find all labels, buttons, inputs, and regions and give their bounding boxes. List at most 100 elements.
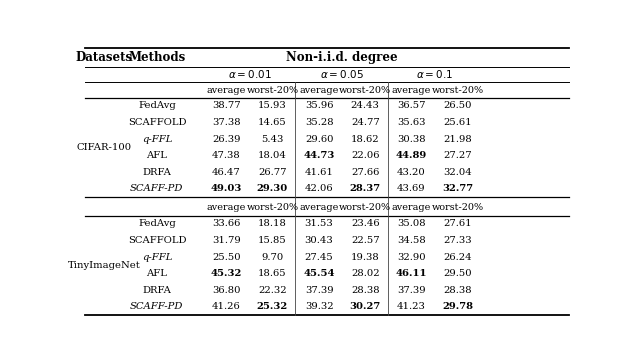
Text: 46.11: 46.11 [396, 269, 427, 278]
Text: 9.70: 9.70 [261, 253, 284, 262]
Text: Datasets: Datasets [76, 51, 132, 64]
Text: 25.61: 25.61 [444, 118, 472, 127]
Text: 44.73: 44.73 [303, 151, 335, 160]
Text: 23.46: 23.46 [351, 220, 380, 228]
Text: 22.32: 22.32 [258, 286, 287, 295]
Text: AFL: AFL [147, 269, 167, 278]
Text: 33.66: 33.66 [212, 220, 241, 228]
Text: worst-20%: worst-20% [432, 86, 484, 94]
Text: average: average [392, 203, 431, 212]
Text: CIFAR-100: CIFAR-100 [76, 143, 131, 152]
Text: FedAvg: FedAvg [138, 220, 176, 228]
Text: 24.43: 24.43 [351, 102, 380, 110]
Text: 32.04: 32.04 [444, 168, 472, 177]
Text: 41.26: 41.26 [212, 302, 241, 311]
Text: Non-i.i.d. degree: Non-i.i.d. degree [286, 51, 398, 64]
Text: 39.32: 39.32 [305, 302, 333, 311]
Text: 21.98: 21.98 [444, 135, 472, 144]
Text: $\alpha = 0.01$: $\alpha = 0.01$ [227, 68, 271, 80]
Text: 32.90: 32.90 [397, 253, 426, 262]
Text: worst-20%: worst-20% [246, 86, 298, 94]
Text: DRFA: DRFA [143, 286, 172, 295]
Text: 43.20: 43.20 [397, 168, 426, 177]
Text: $\alpha = 0.05$: $\alpha = 0.05$ [320, 68, 364, 80]
Text: 22.06: 22.06 [351, 151, 380, 160]
Text: 44.89: 44.89 [396, 151, 427, 160]
Text: 25.50: 25.50 [212, 253, 241, 262]
Text: 29.78: 29.78 [442, 302, 474, 311]
Text: 24.77: 24.77 [351, 118, 380, 127]
Text: average: average [300, 203, 339, 212]
Text: 18.18: 18.18 [258, 220, 287, 228]
Text: DRFA: DRFA [143, 168, 172, 177]
Text: 35.96: 35.96 [305, 102, 333, 110]
Text: worst-20%: worst-20% [246, 203, 298, 212]
Text: 49.03: 49.03 [211, 184, 242, 194]
Text: 19.38: 19.38 [351, 253, 380, 262]
Text: 28.38: 28.38 [351, 286, 380, 295]
Text: average: average [207, 203, 246, 212]
Text: 38.77: 38.77 [212, 102, 241, 110]
Text: 15.93: 15.93 [258, 102, 287, 110]
Text: 22.57: 22.57 [351, 236, 380, 245]
Text: 15.85: 15.85 [258, 236, 287, 245]
Text: 29.30: 29.30 [257, 184, 288, 194]
Text: 26.39: 26.39 [212, 135, 241, 144]
Text: 45.32: 45.32 [211, 269, 242, 278]
Text: average: average [392, 86, 431, 94]
Text: 32.77: 32.77 [442, 184, 474, 194]
Text: 41.61: 41.61 [305, 168, 333, 177]
Text: 26.24: 26.24 [444, 253, 472, 262]
Text: SCAFF-PD: SCAFF-PD [130, 184, 184, 194]
Text: Methods: Methods [128, 51, 186, 64]
Text: average: average [300, 86, 339, 94]
Text: 14.65: 14.65 [258, 118, 287, 127]
Text: 36.80: 36.80 [212, 286, 241, 295]
Text: 29.60: 29.60 [305, 135, 333, 144]
Text: 27.66: 27.66 [351, 168, 380, 177]
Text: 18.62: 18.62 [351, 135, 380, 144]
Text: q-FFL: q-FFL [141, 135, 172, 144]
Text: $\alpha = 0.1$: $\alpha = 0.1$ [416, 68, 453, 80]
Text: 28.02: 28.02 [351, 269, 380, 278]
Text: 41.23: 41.23 [397, 302, 426, 311]
Text: 28.38: 28.38 [444, 286, 472, 295]
Text: 37.38: 37.38 [212, 118, 241, 127]
Text: 43.69: 43.69 [397, 184, 426, 194]
Text: SCAFF-PD: SCAFF-PD [130, 302, 184, 311]
Text: 30.27: 30.27 [349, 302, 381, 311]
Text: 30.38: 30.38 [397, 135, 426, 144]
Text: 42.06: 42.06 [305, 184, 333, 194]
Text: 35.28: 35.28 [305, 118, 333, 127]
Text: 27.61: 27.61 [444, 220, 472, 228]
Text: worst-20%: worst-20% [339, 86, 391, 94]
Text: 18.04: 18.04 [258, 151, 287, 160]
Text: 27.33: 27.33 [444, 236, 472, 245]
Text: 5.43: 5.43 [261, 135, 284, 144]
Text: worst-20%: worst-20% [339, 203, 391, 212]
Text: 35.63: 35.63 [397, 118, 426, 127]
Text: 29.50: 29.50 [444, 269, 472, 278]
Text: 37.39: 37.39 [305, 286, 333, 295]
Text: 30.43: 30.43 [305, 236, 333, 245]
Text: 46.47: 46.47 [212, 168, 241, 177]
Text: 26.50: 26.50 [444, 102, 472, 110]
Text: 27.45: 27.45 [305, 253, 333, 262]
Text: 27.27: 27.27 [444, 151, 472, 160]
Text: TinyImageNet: TinyImageNet [67, 261, 140, 270]
Text: SCAFFOLD: SCAFFOLD [127, 118, 186, 127]
Text: 28.37: 28.37 [349, 184, 381, 194]
Text: 26.77: 26.77 [258, 168, 287, 177]
Text: q-FFL: q-FFL [141, 253, 172, 262]
Text: 31.79: 31.79 [212, 236, 241, 245]
Text: worst-20%: worst-20% [432, 203, 484, 212]
Text: 34.58: 34.58 [397, 236, 426, 245]
Text: SCAFFOLD: SCAFFOLD [127, 236, 186, 245]
Text: 47.38: 47.38 [212, 151, 241, 160]
Text: 45.54: 45.54 [303, 269, 335, 278]
Text: 18.65: 18.65 [258, 269, 287, 278]
Text: 31.53: 31.53 [305, 220, 333, 228]
Text: 35.08: 35.08 [397, 220, 426, 228]
Text: AFL: AFL [147, 151, 167, 160]
Text: FedAvg: FedAvg [138, 102, 176, 110]
